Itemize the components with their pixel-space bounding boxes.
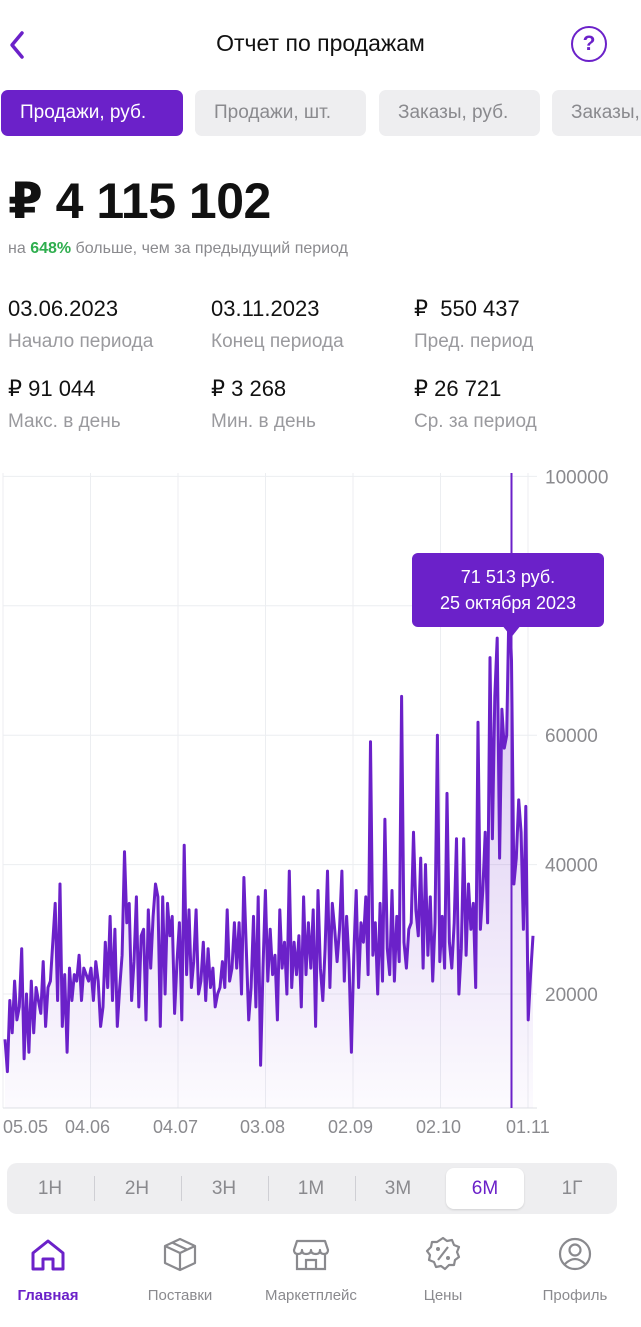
- x-tick-label: 02.09: [328, 1117, 373, 1137]
- y-tick-label: 100000: [545, 467, 608, 488]
- percent-badge-icon: [425, 1236, 461, 1271]
- stat-label: Мин. в день: [211, 411, 316, 432]
- store-icon: [292, 1239, 330, 1271]
- comparison-prefix: на: [8, 240, 31, 257]
- bottom-navigation: Главная Поставки Маркетплейс Цены: [0, 1225, 641, 1327]
- tab-orders-rub[interactable]: Заказы, руб.: [379, 90, 540, 136]
- chart-tooltip: 71 513 руб. 25 октября 2023: [412, 553, 604, 627]
- series-line: [3, 597, 535, 1074]
- period-selector: 1Н 2Н 3Н 1М 3М 6М 1Г: [7, 1163, 617, 1214]
- x-tick-label: 05.05: [3, 1117, 48, 1137]
- stat-value: 03.06.2023: [8, 296, 119, 321]
- back-button[interactable]: [0, 24, 34, 66]
- tooltip-amount: 71 513 руб.: [460, 567, 556, 587]
- profile-icon: [558, 1237, 592, 1271]
- metric-tabs: Продажи, руб. Продажи, шт. Заказы, руб. …: [0, 90, 641, 136]
- stat-label: Начало периода: [8, 331, 154, 352]
- comparison-suffix: больше, чем за предыдущий период: [71, 240, 348, 257]
- stat-value: ₽ 3 268: [211, 376, 287, 401]
- stat-value: ₽ 550 437: [414, 296, 520, 321]
- stat-value: ₽ 26 721: [414, 376, 502, 401]
- period-2w[interactable]: 2Н: [124, 1177, 150, 1199]
- tooltip-date: 25 октября 2023: [439, 593, 576, 613]
- x-tick-label: 04.07: [153, 1117, 198, 1137]
- stat-max-per-day: ₽ 91 044 Макс. в день: [8, 376, 121, 433]
- tab-sales-rub[interactable]: Продажи, руб.: [1, 90, 183, 136]
- tab-orders-pcs[interactable]: Заказы, шт.: [552, 90, 641, 136]
- stat-label: Конец периода: [211, 331, 344, 352]
- stat-value: ₽ 91 044: [8, 376, 96, 401]
- period-3w[interactable]: 3Н: [211, 1177, 237, 1199]
- nav-home[interactable]: Главная: [0, 1225, 112, 1315]
- period-divider: [94, 1176, 95, 1201]
- stat-period-end: 03.11.2023 Конец периода: [211, 296, 344, 353]
- question-icon: ?: [582, 32, 596, 55]
- stat-label: Ср. за период: [414, 411, 537, 432]
- nav-label: Главная: [17, 1287, 79, 1304]
- y-tick-label: 60000: [545, 726, 598, 747]
- x-tick-label: 03.08: [240, 1117, 285, 1137]
- home-icon: [31, 1239, 65, 1271]
- nav-supplies[interactable]: Поставки: [116, 1225, 244, 1315]
- x-tick-label: 02.10: [416, 1117, 461, 1137]
- period-1m[interactable]: 1М: [297, 1177, 325, 1199]
- tooltip-pointer: [503, 627, 520, 637]
- period-divider: [181, 1176, 182, 1201]
- stat-period-start: 03.06.2023 Начало периода: [8, 296, 153, 353]
- stat-value: 03.11.2023: [211, 296, 320, 321]
- nav-label: Профиль: [542, 1287, 608, 1304]
- stat-previous-period: ₽ 550 437 Пред. период: [414, 296, 533, 353]
- stat-avg-period: ₽ 26 721 Ср. за период: [414, 376, 537, 433]
- period-6m[interactable]: 6М: [446, 1168, 524, 1209]
- nav-marketplace[interactable]: Маркетплейс: [247, 1225, 375, 1315]
- help-button[interactable]: ?: [571, 26, 607, 62]
- total-sales-value: ₽ 4 115 102: [8, 173, 271, 229]
- y-tick-label: 40000: [545, 856, 598, 877]
- nav-label: Маркетплейс: [265, 1287, 357, 1304]
- period-comparison: на 648% больше, чем за предыдущий период: [8, 240, 348, 258]
- period-3m[interactable]: 3М: [384, 1177, 412, 1199]
- nav-label: Поставки: [147, 1287, 213, 1304]
- y-tick-label: 20000: [545, 985, 598, 1006]
- page-title: Отчет по продажам: [216, 30, 425, 56]
- header-bar: Отчет по продажам ?: [0, 0, 641, 90]
- stat-min-per-day: ₽ 3 268 Мин. в день: [211, 376, 316, 433]
- comparison-percent: 648%: [30, 240, 72, 257]
- chevron-left-icon: [10, 31, 24, 59]
- box-icon: [163, 1237, 197, 1272]
- stat-label: Макс. в день: [8, 411, 121, 432]
- stat-label: Пред. период: [414, 331, 534, 352]
- series-area: [5, 599, 533, 1108]
- period-1y[interactable]: 1Г: [561, 1177, 583, 1199]
- nav-label: Цены: [423, 1287, 463, 1304]
- x-tick-label: 01.11: [506, 1117, 550, 1137]
- period-divider: [355, 1176, 356, 1201]
- nav-profile[interactable]: Профиль: [511, 1225, 639, 1315]
- period-divider: [268, 1176, 269, 1201]
- tab-sales-pcs[interactable]: Продажи, шт.: [195, 90, 366, 136]
- nav-prices[interactable]: Цены: [379, 1225, 507, 1315]
- period-1w[interactable]: 1Н: [37, 1177, 63, 1199]
- x-tick-label: 04.06: [65, 1117, 110, 1137]
